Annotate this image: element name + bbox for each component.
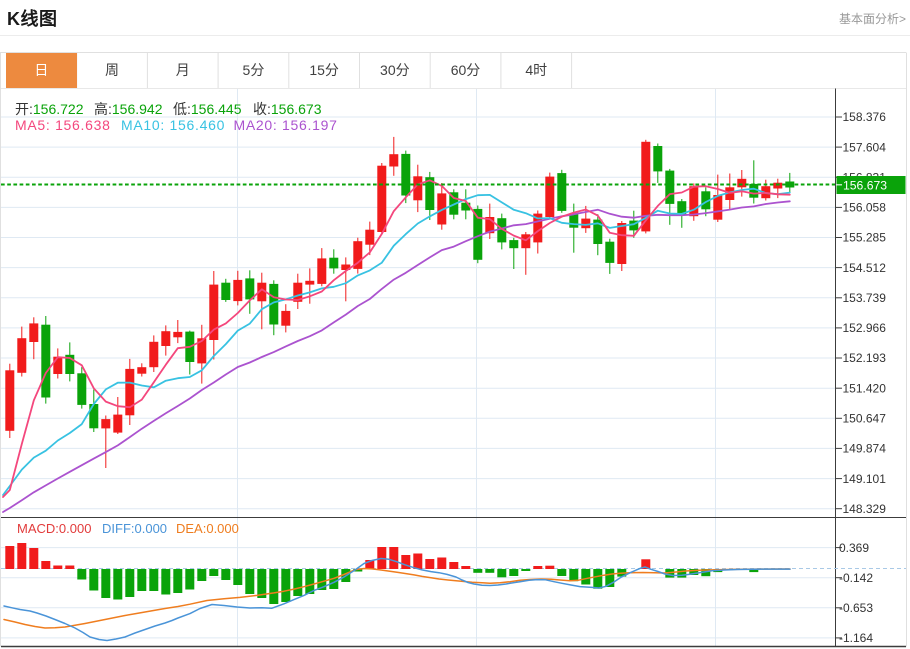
svg-text:150.647: 150.647 bbox=[843, 412, 887, 426]
svg-text:151.420: 151.420 bbox=[843, 381, 887, 395]
svg-text:-1.164: -1.164 bbox=[839, 631, 873, 645]
svg-text:-0.142: -0.142 bbox=[839, 571, 873, 585]
svg-text:0.369: 0.369 bbox=[839, 541, 869, 555]
svg-text:156.058: 156.058 bbox=[843, 201, 887, 215]
svg-text:154.512: 154.512 bbox=[843, 261, 887, 275]
svg-text:149.101: 149.101 bbox=[843, 472, 887, 486]
svg-text:152.966: 152.966 bbox=[843, 321, 887, 335]
svg-text:158.376: 158.376 bbox=[843, 110, 887, 124]
svg-text:148.329: 148.329 bbox=[843, 502, 887, 516]
svg-text:157.604: 157.604 bbox=[843, 140, 887, 154]
svg-text:152.193: 152.193 bbox=[843, 351, 887, 365]
svg-text:149.874: 149.874 bbox=[843, 442, 887, 456]
svg-text:-0.653: -0.653 bbox=[839, 601, 873, 615]
svg-text:153.739: 153.739 bbox=[843, 291, 887, 305]
svg-text:155.285: 155.285 bbox=[843, 231, 887, 245]
svg-text:156.673: 156.673 bbox=[843, 178, 887, 192]
